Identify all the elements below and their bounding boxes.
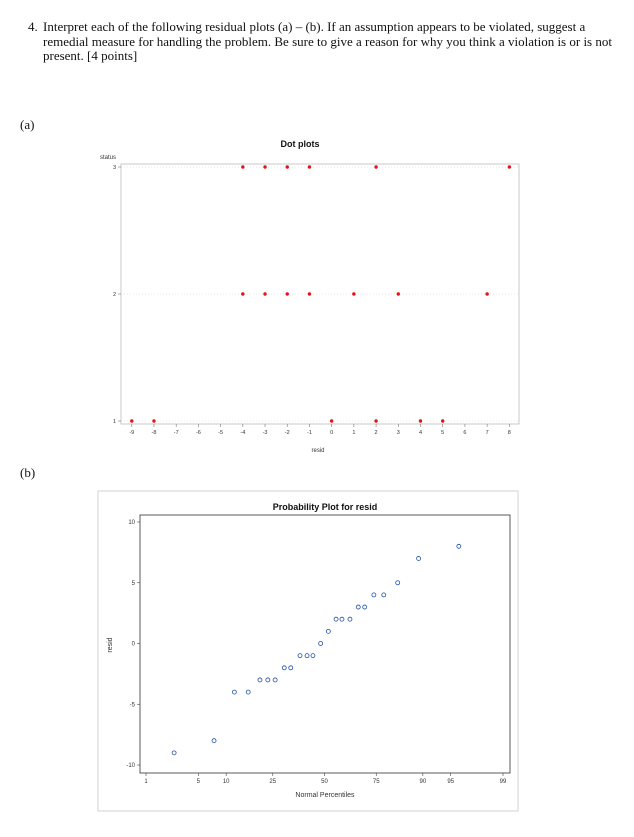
chart-a-xtick-label: -4 bbox=[240, 430, 245, 436]
chart-b-point bbox=[416, 556, 422, 561]
chart-a-point bbox=[374, 165, 378, 169]
chart-a-ylabel: status bbox=[100, 155, 116, 161]
chart-a-point bbox=[441, 419, 445, 423]
chart-a-xtick-label: 6 bbox=[463, 430, 466, 436]
chart-b-point bbox=[355, 604, 361, 610]
chart-b-point bbox=[347, 616, 353, 622]
chart-a-ytick-label: 1 bbox=[113, 419, 116, 425]
chart-b-point bbox=[362, 604, 368, 610]
chart-a-xtick-label: 4 bbox=[419, 430, 422, 436]
chart-b-xtick-label: 50 bbox=[321, 779, 328, 785]
chart-b-xlabel: Normal Percentiles bbox=[295, 792, 355, 799]
chart-a-point bbox=[241, 165, 245, 169]
chart-a-ytick-label: 3 bbox=[113, 165, 116, 171]
chart-b-xtick-label: 5 bbox=[197, 779, 201, 785]
chart-b-point bbox=[325, 628, 331, 634]
chart-b-xtick-label: 25 bbox=[269, 779, 276, 785]
chart-a-title: Dot plots bbox=[281, 139, 320, 149]
chart-a-point bbox=[396, 292, 400, 296]
chart-a-point bbox=[130, 419, 134, 423]
chart-a-xtick-label: 1 bbox=[352, 430, 355, 436]
chart-b-point bbox=[333, 616, 339, 622]
chart-a-point bbox=[285, 165, 289, 169]
chart-a-point bbox=[285, 292, 289, 296]
question-text: Interpret each of the following residual… bbox=[43, 19, 612, 63]
chart-b-ytick-label: 0 bbox=[132, 642, 136, 648]
dot-plot-chart: Dot plots status -9 -8 -7 -6 -5 -4 -3 -2 -1 0 1 2 3 4… bbox=[100, 139, 520, 454]
chart-b-point bbox=[310, 653, 316, 659]
chart-b-point bbox=[371, 592, 377, 598]
chart-a-xtick-label: 2 bbox=[375, 430, 378, 436]
chart-b-ytick-label: -5 bbox=[130, 702, 136, 708]
chart-b-point bbox=[395, 580, 401, 586]
chart-a-xtick-label: 0 bbox=[330, 430, 333, 436]
chart-a-xtick-label: 3 bbox=[397, 430, 400, 436]
chart-b-point bbox=[381, 592, 387, 598]
chart-b-xtick-label: 75 bbox=[373, 779, 380, 785]
chart-a-xtick-label: 7 bbox=[486, 430, 489, 436]
chart-b-title: Probability Plot for resid bbox=[273, 502, 378, 512]
part-b-label: (b) bbox=[20, 465, 36, 480]
chart-b-point bbox=[245, 689, 251, 695]
chart-b-point bbox=[288, 665, 294, 671]
chart-b-xtick-label: 1 bbox=[144, 779, 148, 785]
chart-b-ytick-label: 10 bbox=[128, 520, 135, 526]
chart-a-point bbox=[307, 165, 312, 169]
chart-a-point bbox=[485, 292, 489, 296]
chart-a-point bbox=[374, 419, 378, 423]
chart-a-xtick-label: -9 bbox=[129, 430, 134, 436]
chart-a-point bbox=[418, 419, 423, 423]
chart-b-outer-frame bbox=[97, 490, 519, 812]
chart-a-points bbox=[130, 165, 512, 423]
chart-a-point bbox=[152, 419, 156, 423]
chart-a-xtick-label: -6 bbox=[196, 430, 201, 436]
chart-a-yticks: 1 2 3 bbox=[113, 165, 121, 425]
chart-a-xticks: -9 -8 -7 -6 -5 -4 -3 -2 -1 0 1 2 3 4 5 6 7 8 bbox=[129, 424, 511, 436]
chart-b-point bbox=[297, 653, 303, 659]
chart-b-yticks: 10 5 0 -5 -10 bbox=[126, 520, 140, 769]
question-number: 4. bbox=[28, 19, 38, 34]
chart-b-point bbox=[257, 677, 263, 683]
chart-a-xtick-label: -5 bbox=[218, 430, 223, 436]
chart-b-point bbox=[304, 653, 310, 659]
chart-a-point bbox=[307, 292, 312, 296]
chart-b-point bbox=[318, 641, 324, 646]
chart-b-xtick-label: 95 bbox=[447, 779, 454, 785]
chart-b-xtick-label: 10 bbox=[223, 779, 230, 785]
chart-b-xtick-label: 90 bbox=[419, 779, 426, 785]
chart-a-ytick-label: 2 bbox=[113, 292, 116, 298]
chart-b-xtick-label: 99 bbox=[500, 779, 507, 785]
chart-b-point bbox=[265, 677, 271, 683]
chart-a-point bbox=[352, 292, 356, 296]
chart-a-point bbox=[263, 292, 267, 296]
chart-b-ytick-label: 5 bbox=[132, 581, 136, 587]
chart-b-points bbox=[171, 543, 462, 756]
chart-a-xtick-label: 8 bbox=[508, 430, 511, 436]
chart-b-point bbox=[272, 677, 278, 683]
chart-b-ytick-label: -10 bbox=[126, 763, 135, 769]
chart-a-point bbox=[263, 165, 267, 169]
chart-a-xtick-label: -7 bbox=[174, 430, 179, 436]
chart-b-point bbox=[339, 616, 345, 622]
chart-a-xtick-label: -2 bbox=[285, 430, 290, 436]
chart-a-xtick-label: -1 bbox=[307, 430, 312, 436]
chart-b-point bbox=[211, 738, 217, 744]
chart-a-gridlines bbox=[121, 166, 519, 422]
chart-a-xtick-label: -3 bbox=[263, 430, 268, 436]
chart-b-point bbox=[231, 689, 237, 695]
chart-a-xtick-label: -8 bbox=[152, 430, 157, 436]
chart-b-point bbox=[456, 543, 462, 549]
chart-b-ylabel: resid bbox=[107, 637, 114, 652]
part-a-label: (a) bbox=[20, 117, 35, 132]
chart-b-xticks: 1 5 10 25 50 75 90 95 99 bbox=[144, 773, 507, 785]
chart-a-xlabel: resid bbox=[311, 448, 324, 454]
chart-b-point bbox=[281, 665, 287, 671]
chart-b-plot-area bbox=[139, 514, 511, 774]
chart-b-point bbox=[171, 750, 177, 756]
chart-a-xtick-label: 5 bbox=[441, 430, 444, 436]
chart-a-point bbox=[241, 292, 245, 296]
chart-a-point bbox=[507, 165, 512, 169]
chart-a-point bbox=[329, 419, 334, 423]
